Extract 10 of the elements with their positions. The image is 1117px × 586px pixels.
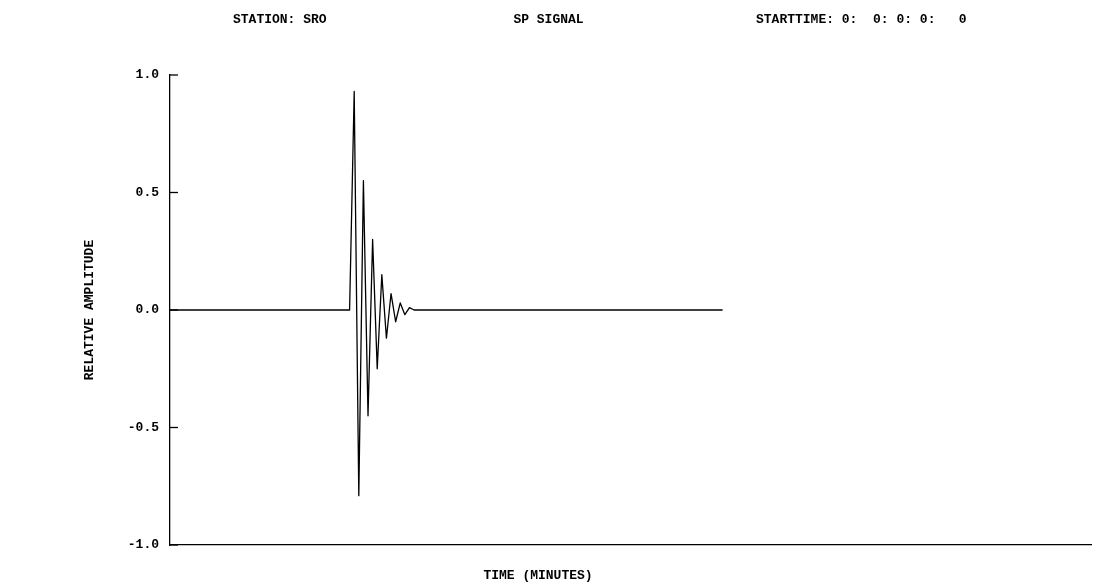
y-tick-label: 0.5 xyxy=(135,184,160,200)
y-axis-title: RELATIVE AMPLITUDE xyxy=(82,239,98,381)
y-tick-label: 0.0 xyxy=(135,302,160,318)
chart-title: SP SIGNAL xyxy=(513,12,584,28)
text: STARTTIME: 0: 0: 0: 0: 0 xyxy=(756,12,967,28)
y-tick-label: -0.5 xyxy=(127,419,160,435)
y-tick-label: -1.0 xyxy=(127,537,160,553)
text: STATION: SRO xyxy=(233,12,327,28)
y-tick-label: 1.0 xyxy=(135,67,160,83)
x-axis-title: TIME (MINUTES) xyxy=(483,568,593,584)
